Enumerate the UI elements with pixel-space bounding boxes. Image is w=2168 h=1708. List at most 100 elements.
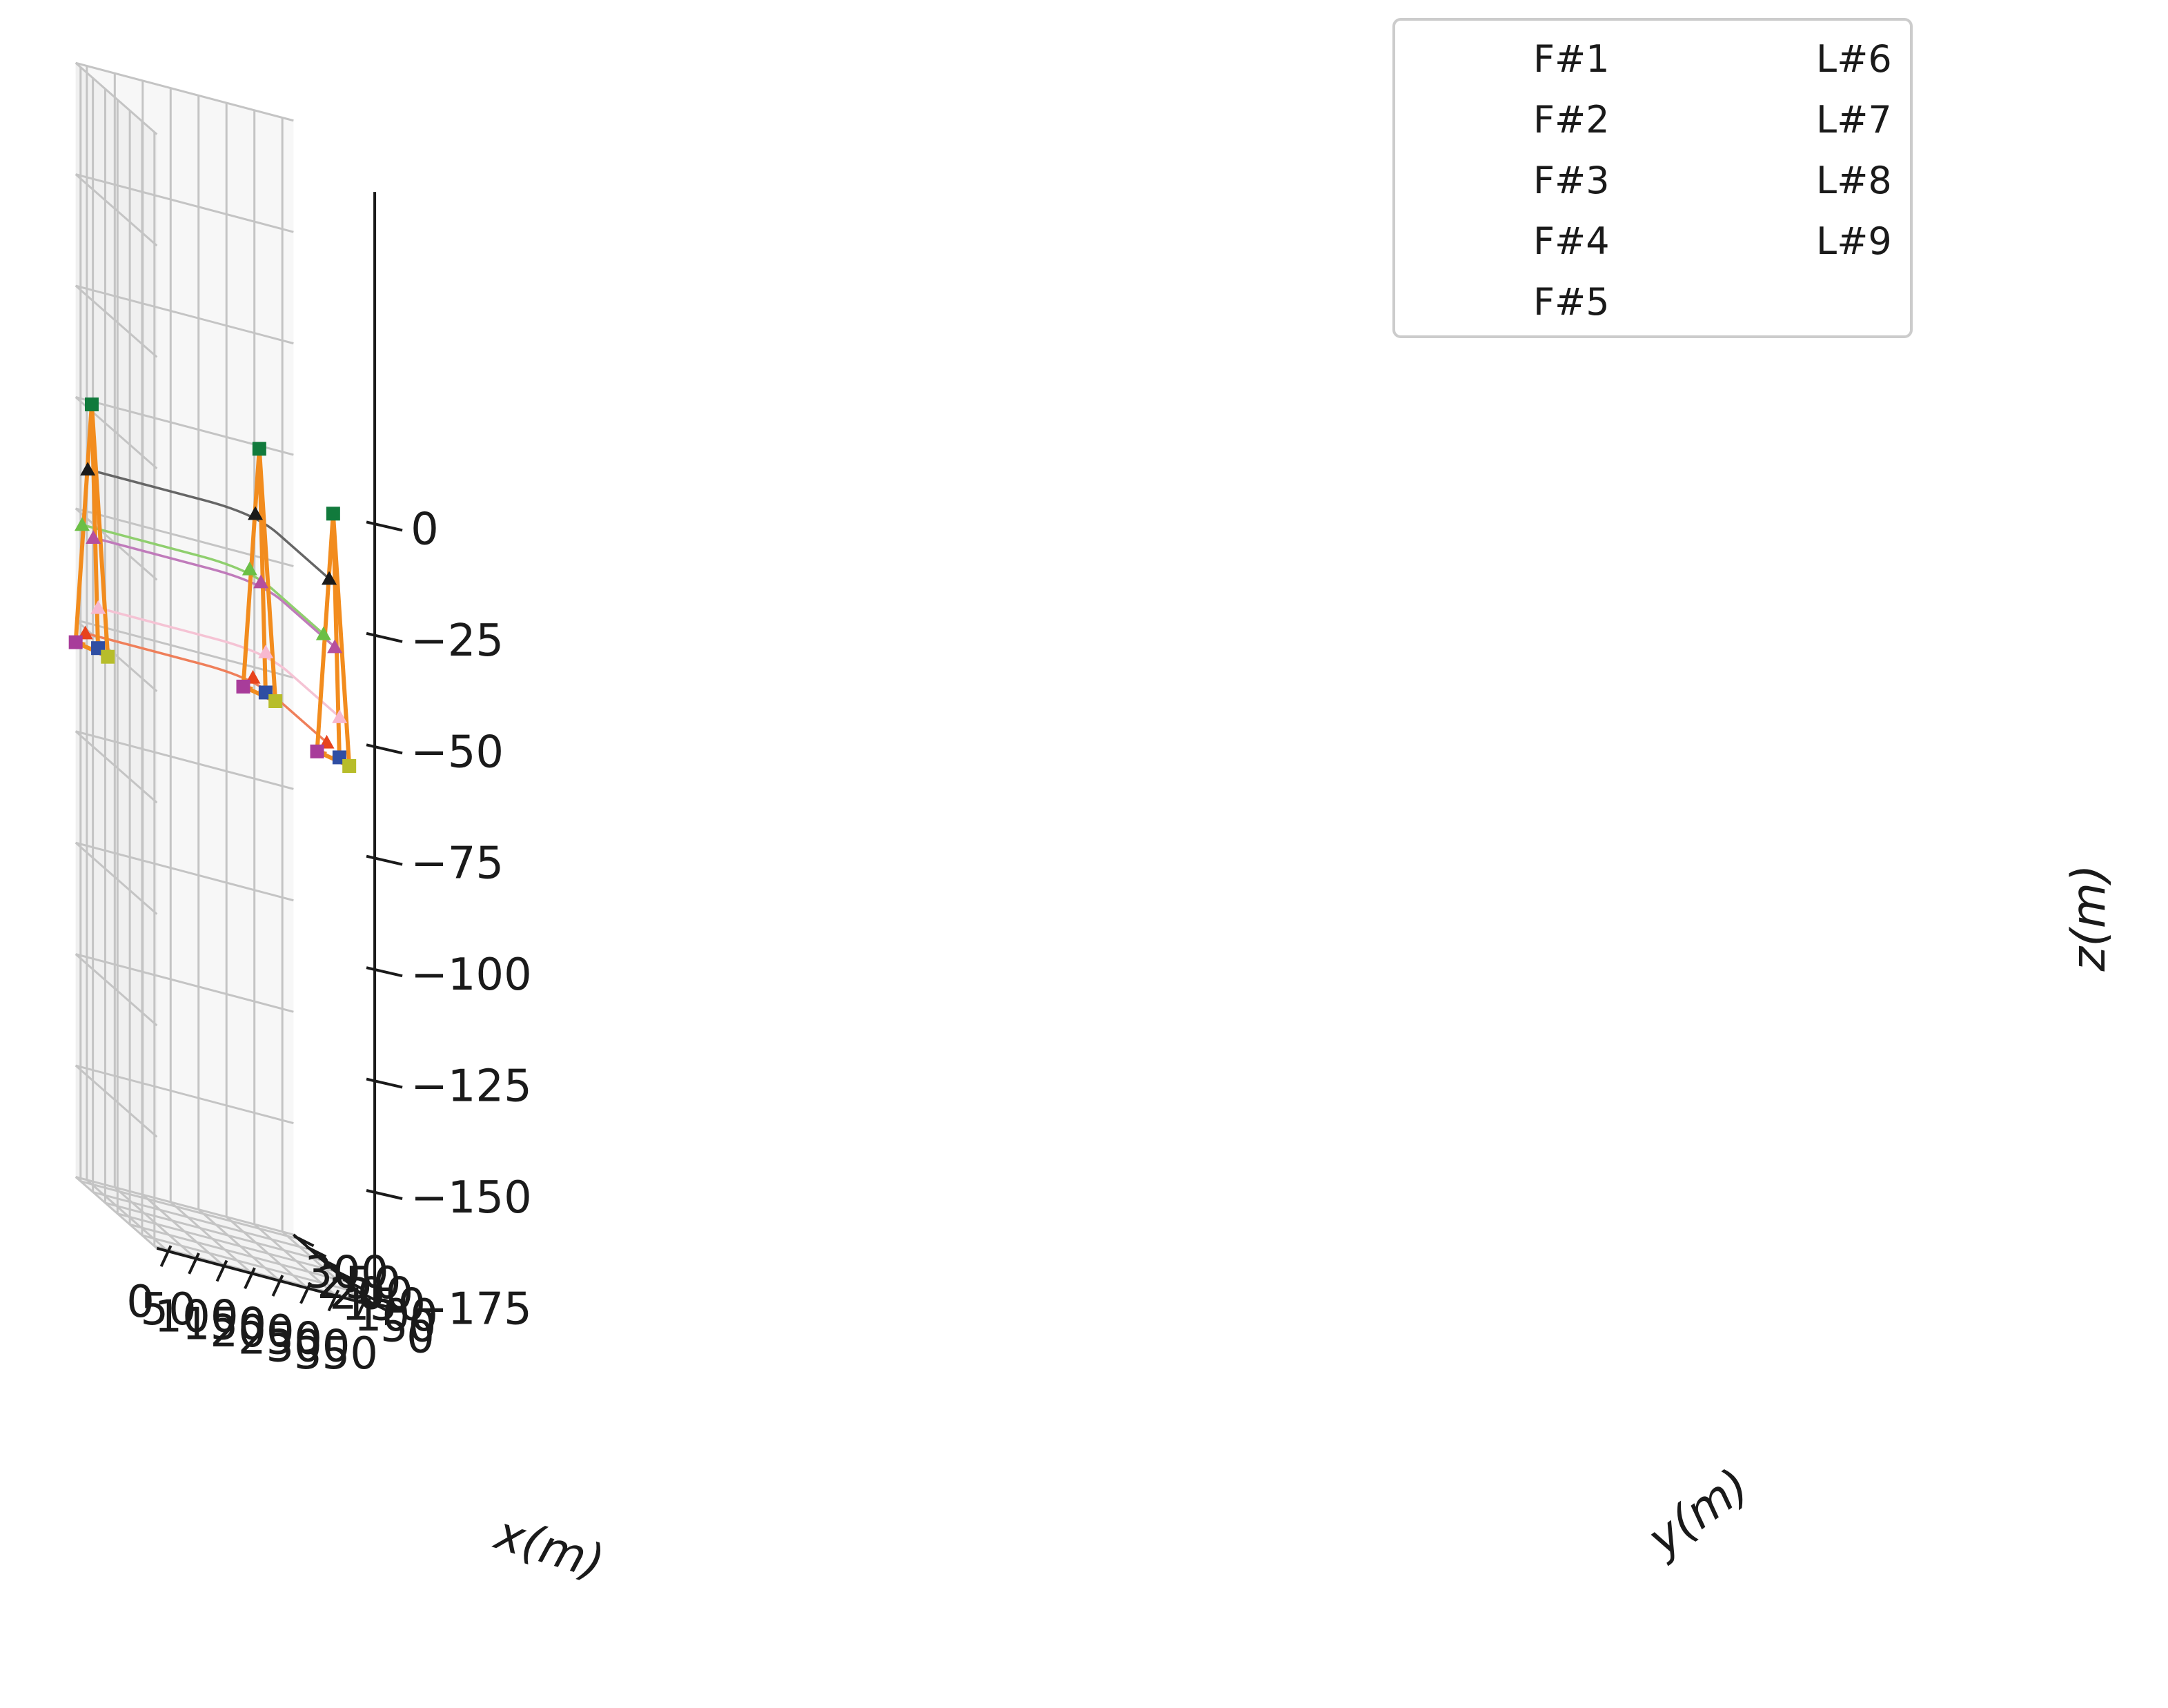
grid-side-z--125 — [75, 953, 158, 1027]
trajectory-line — [97, 607, 341, 718]
grid-side-z--100 — [75, 842, 158, 915]
follower-marker-F1 — [80, 462, 96, 476]
grid-back-z-50 — [75, 173, 294, 233]
grid-floor-y-100 — [129, 1223, 348, 1284]
y-tick-300 — [293, 1235, 315, 1248]
y-axis-label: y(m) — [1637, 1458, 1759, 1568]
x-tick-label: 350 — [294, 1328, 378, 1380]
grid-side-z-25 — [75, 284, 158, 358]
x-tick-50 — [188, 1253, 200, 1275]
grid-side-z--75 — [75, 730, 158, 804]
x-tick-200 — [271, 1275, 284, 1297]
leader-marker-L6 — [252, 442, 266, 456]
y-tick-250 — [306, 1246, 327, 1258]
x-tick-350 — [355, 1297, 368, 1319]
trajectory-line — [92, 536, 336, 648]
grid-back-z--25 — [75, 507, 294, 567]
legend: F#1 F#2 F#3 F#4 F#5 L#6 L#7 L#8 L#9 — [1392, 18, 1913, 338]
legend-label: F#3 — [1533, 159, 1610, 202]
grid-floor-y-250 — [92, 1190, 311, 1251]
leader-marker-L8 — [342, 758, 357, 773]
follower-marker-F4 — [332, 709, 348, 723]
grid-side-z--50 — [75, 619, 158, 692]
grid-side-z-50 — [75, 173, 158, 247]
follower-marker-F4 — [258, 645, 274, 658]
leader-marker-L9 — [68, 635, 83, 649]
legend-entries: F#1 F#2 F#3 F#4 F#5 L#6 L#7 L#8 L#9 — [1533, 37, 1892, 324]
z-tick-label: −100 — [411, 950, 532, 1001]
y-tick-label: 0 — [406, 1312, 435, 1363]
z-tick--75 — [366, 854, 403, 866]
legend-label: L#9 — [1816, 219, 1892, 263]
z-tick-label: −150 — [411, 1172, 532, 1224]
grid-side-z-75 — [75, 62, 158, 135]
follower-marker-F2 — [315, 626, 331, 640]
grid-side-z--175 — [75, 1176, 158, 1249]
x-tick-100 — [215, 1259, 228, 1282]
z-axis-label: z(m) — [2062, 865, 2116, 972]
x-tick-label: 50 — [140, 1284, 196, 1335]
legend-label: F#4 — [1533, 219, 1610, 263]
z-tick--25 — [366, 631, 403, 643]
x-tick-label: 200 — [210, 1306, 294, 1357]
legend-label: L#6 — [1816, 37, 1892, 81]
z-tick-label: −175 — [411, 1284, 532, 1335]
z-tick--175 — [366, 1300, 403, 1312]
x-axis-label: x(m) — [488, 1506, 611, 1591]
y-tick-100 — [342, 1278, 364, 1290]
y-tick-label: 100 — [354, 1290, 438, 1342]
grid-back-z--125 — [75, 953, 294, 1013]
legend-label: L#7 — [1816, 98, 1892, 141]
grid-floor-y-200 — [105, 1201, 324, 1262]
leader-marker-L6 — [326, 507, 340, 521]
z-tick-label: −25 — [411, 616, 504, 667]
y-tick-label: 250 — [317, 1258, 401, 1309]
legend-label: F#1 — [1533, 37, 1610, 81]
grid-back-z--150 — [75, 1064, 294, 1125]
y-tick-200 — [318, 1256, 339, 1269]
y-tick-label: 200 — [329, 1269, 413, 1320]
grid-floor-y-300 — [80, 1180, 299, 1240]
follower-marker-F1 — [322, 571, 337, 585]
grid-back-z--100 — [75, 841, 294, 902]
legend-frame — [1392, 18, 1913, 338]
z-tick--100 — [366, 966, 403, 978]
grid-back-z-25 — [75, 284, 294, 345]
grid-back-z--175 — [75, 1176, 294, 1236]
formation-edge — [89, 404, 110, 657]
leader-marker-L8 — [268, 694, 283, 708]
x-axis-line — [156, 1246, 375, 1308]
legend-label: L#8 — [1816, 159, 1892, 202]
leader-marker-L8 — [101, 649, 115, 664]
axes-panes — [75, 63, 375, 1306]
trajectory-line — [87, 468, 331, 580]
y-tick-150 — [331, 1267, 351, 1280]
follower-marker-F1 — [248, 506, 264, 520]
leader-marker-L9 — [236, 679, 250, 694]
follower-marker-F2 — [74, 517, 90, 531]
y-tick-label: 150 — [342, 1279, 426, 1331]
formation-edge — [257, 449, 278, 702]
leader-marker-L9 — [310, 744, 324, 758]
legend-label: F#5 — [1533, 280, 1610, 324]
y-tick-50 — [355, 1288, 376, 1302]
x-tick-300 — [327, 1289, 340, 1312]
grid-side-z--150 — [75, 1064, 158, 1138]
z-tick--50 — [366, 743, 403, 755]
grid-floor-y-50 — [141, 1234, 361, 1295]
follower-marker-F3 — [253, 574, 269, 589]
z-tick-label: −125 — [411, 1061, 532, 1112]
follower-marker-F2 — [242, 561, 257, 576]
x-tick-0 — [159, 1245, 173, 1267]
x-tick-label: 150 — [182, 1299, 266, 1350]
follower-marker-F3 — [327, 639, 343, 654]
x-tick-150 — [244, 1267, 256, 1290]
follower-marker-F3 — [86, 530, 101, 544]
x-tick-label: 0 — [126, 1277, 155, 1328]
z-tick-label: 0 — [411, 504, 439, 555]
z-tick-label: −50 — [411, 727, 504, 778]
legend-label: F#2 — [1533, 98, 1610, 141]
y-tick-label: 300 — [304, 1247, 388, 1298]
x-tick-label: 250 — [238, 1314, 322, 1365]
